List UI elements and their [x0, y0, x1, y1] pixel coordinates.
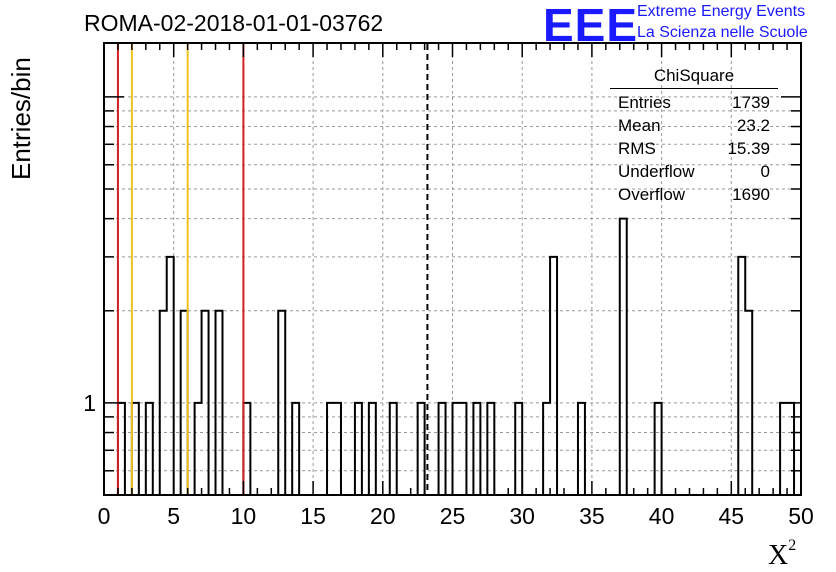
histogram-bin: [202, 311, 209, 495]
brand-line-1: Extreme Energy Events: [637, 3, 806, 20]
histogram-bin: [334, 403, 341, 495]
histogram-bin: [780, 403, 787, 495]
stats-label: Entries: [618, 93, 671, 112]
x-axis-label-base: X: [768, 540, 789, 571]
histogram-bin: [195, 403, 202, 495]
x-tick-label: 0: [98, 503, 111, 529]
x-tick-label: 35: [579, 503, 605, 529]
eee-logo: EEE: [543, 0, 639, 51]
x-tick-label: 50: [788, 503, 814, 529]
histogram-bin: [146, 403, 153, 495]
stats-value: 1690: [732, 185, 770, 204]
stats-row-rms: RMS 15.39: [610, 137, 778, 160]
stats-label: RMS: [618, 139, 656, 158]
x-axis-label: X2: [768, 537, 796, 572]
stats-row-underflow: Underflow 0: [610, 160, 778, 183]
stats-value: 23.2: [736, 116, 770, 135]
chart-title: ROMA-02-2018-01-01-03762: [84, 10, 384, 36]
stats-label: Mean: [618, 116, 661, 135]
histogram-bin: [390, 403, 397, 495]
histogram-bin: [418, 403, 425, 495]
histogram-bin: [216, 311, 223, 495]
histogram-bin: [738, 257, 745, 495]
histogram-bin: [439, 403, 446, 495]
x-tick-label: 20: [370, 503, 396, 529]
stats-value: 1739: [732, 93, 770, 112]
brand-line-2: La Scienza nelle Scuole: [637, 24, 808, 41]
histogram-bin: [132, 403, 139, 495]
stats-row-entries: Entries 1739: [610, 91, 778, 114]
x-tick-label: 15: [300, 503, 326, 529]
stats-header: ChiSquare: [610, 66, 778, 89]
histogram-bin: [515, 403, 522, 495]
histogram-bin: [181, 311, 188, 495]
histogram-bin: [167, 257, 174, 495]
x-axis-label-superscript: 2: [788, 537, 797, 554]
stats-row-mean: Mean 23.2: [610, 114, 778, 137]
histogram-bin: [543, 403, 550, 495]
histogram-bin: [160, 311, 167, 495]
y-tick-label: 1: [83, 390, 96, 416]
histogram-bin: [578, 403, 585, 495]
x-tick-label: 45: [719, 503, 745, 529]
stats-row-overflow: Overflow 1690: [610, 183, 778, 206]
axes-layer: 0 5 10 15 20 25 30 35 40 45 50 1: [83, 42, 814, 529]
x-tick-label: 5: [167, 503, 180, 529]
histogram-bin: [620, 219, 627, 495]
histogram-bin: [453, 403, 460, 495]
histogram-bin: [473, 403, 480, 495]
stats-label: Overflow: [618, 185, 686, 204]
histogram-bin: [369, 403, 376, 495]
reference-lines-layer: [116, 44, 429, 494]
x-tick-label: 40: [649, 503, 675, 529]
histogram-bin: [292, 403, 299, 495]
stats-box: ChiSquare Entries 1739 Mean 23.2 RMS 15.…: [610, 66, 778, 206]
x-tick-label: 30: [509, 503, 535, 529]
histogram-bin: [655, 403, 662, 495]
histogram-bin: [278, 311, 285, 495]
stats-value: 15.39: [727, 139, 770, 158]
histogram-bin: [550, 257, 557, 495]
x-tick-label: 10: [231, 503, 257, 529]
histogram-bin: [327, 403, 334, 495]
histogram-bin: [459, 403, 466, 495]
stats-value: 0: [760, 162, 770, 181]
histogram-bin: [487, 403, 494, 495]
y-axis-label: Entries/bin: [6, 57, 36, 180]
histogram-bin: [355, 403, 362, 495]
histogram-bin: [118, 403, 125, 495]
histogram-bin: [243, 403, 250, 495]
x-tick-label: 25: [440, 503, 466, 529]
histogram-bin: [745, 311, 752, 495]
stats-label: Underflow: [618, 162, 695, 181]
